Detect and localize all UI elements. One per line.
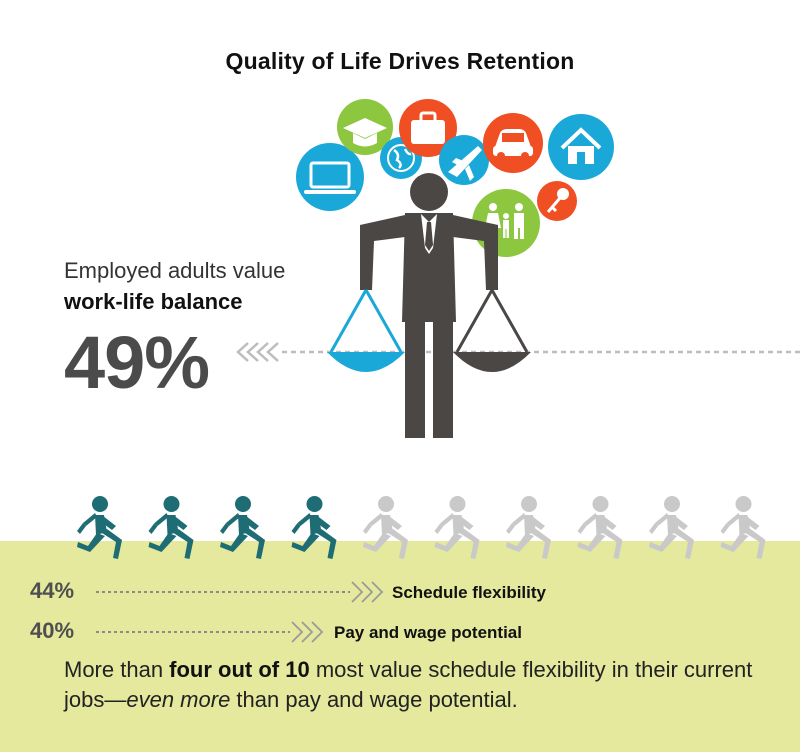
green-band	[0, 541, 800, 752]
work-life-balance-value: 49%	[64, 321, 210, 404]
schedule-chevrons-icon	[351, 581, 384, 603]
runner-icon	[720, 496, 766, 559]
intro-line-1: Employed adults value	[64, 258, 286, 283]
runner-icon	[649, 496, 694, 559]
intro-text: Employed adults value work-life balance	[64, 255, 285, 317]
runner-icon	[77, 496, 122, 559]
summary-bold: four out of 10	[169, 657, 310, 682]
summary-text: More than four out of 10 most value sche…	[64, 655, 784, 715]
pay-wage-value: 40%	[30, 618, 75, 643]
runner-icon	[577, 496, 623, 559]
page-title: Quality of Life Drives Retention	[225, 48, 575, 74]
pay-wage-label: Pay and wage potential	[334, 623, 522, 642]
graduation-cap-icon	[337, 99, 393, 155]
runner-icon	[291, 496, 337, 559]
schedule-flexibility-value: 44%	[30, 578, 75, 603]
pay-chevrons-icon	[291, 621, 324, 643]
scale-pan-left	[327, 289, 405, 372]
runner-icon	[220, 496, 265, 559]
summary-part-1: More than	[64, 657, 170, 682]
businessman-figure	[360, 173, 498, 438]
airplane-icon	[439, 135, 489, 185]
runner-icon	[506, 496, 551, 559]
summary-italic: even more	[126, 687, 231, 712]
chevrons-icon	[236, 342, 279, 362]
stat-lines	[96, 581, 384, 643]
summary-part-3: than pay and wage potential.	[230, 687, 518, 712]
runner-icon	[434, 496, 480, 559]
runner-row	[77, 496, 766, 559]
icon-cloud	[296, 99, 614, 257]
schedule-flexibility-label: Schedule flexibility	[392, 583, 546, 602]
runner-icon	[363, 496, 408, 559]
laptop-icon	[296, 143, 364, 211]
car-icon	[483, 113, 543, 173]
runner-icon	[148, 496, 194, 559]
briefcase-icon	[399, 99, 457, 157]
house-icon	[548, 114, 614, 180]
intro-line-2: work-life balance	[64, 289, 243, 314]
key-icon	[537, 181, 577, 221]
summary-part-2: most value schedule flexibility in their…	[64, 657, 753, 712]
scale-pan-right	[453, 289, 531, 372]
